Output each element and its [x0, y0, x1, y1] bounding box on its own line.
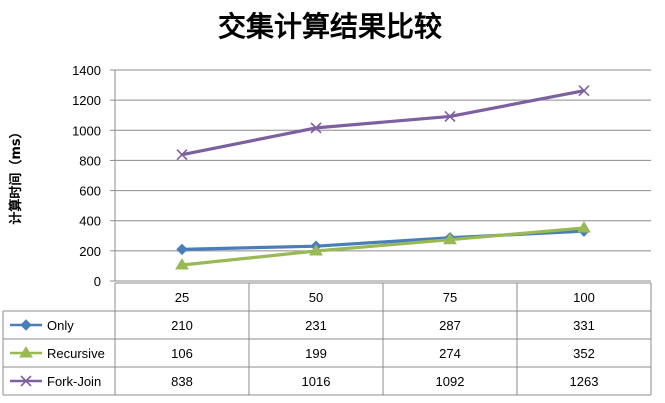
x-tick-label: 75 — [443, 290, 457, 305]
y-tick-label: 600 — [79, 184, 101, 199]
chart-title: 交集计算结果比较 — [218, 10, 442, 43]
series-0 — [176, 225, 590, 256]
legend-label: Fork-Join — [47, 374, 101, 389]
table-cell: 231 — [305, 318, 327, 333]
y-tick-label: 200 — [79, 244, 101, 259]
data-point — [578, 85, 590, 97]
y-tick-label: 1400 — [72, 63, 101, 78]
data-point — [176, 149, 188, 161]
data-point — [444, 110, 456, 122]
series-group — [175, 85, 591, 270]
legend-marker — [20, 319, 32, 331]
y-tick-label: 400 — [79, 214, 101, 229]
y-tick-label: 1000 — [72, 123, 101, 138]
legend-marker — [19, 346, 33, 358]
table-cell: 1263 — [570, 374, 599, 389]
table-cell: 838 — [171, 374, 193, 389]
y-tick-label: 0 — [94, 274, 101, 289]
table-cell: 352 — [573, 346, 595, 361]
data-point — [309, 244, 323, 256]
table-cell: 106 — [171, 346, 193, 361]
data-point — [176, 243, 188, 256]
series-1 — [175, 220, 591, 270]
data-point — [175, 258, 189, 270]
y-tick-label: 1200 — [72, 93, 101, 108]
data-table: 25 50 75 100 Only 210 231 287 331 Recursive 106 199… — [2, 282, 652, 396]
data-point — [577, 220, 591, 233]
series-2 — [176, 85, 590, 161]
grid — [110, 69, 651, 282]
legend-label: Only — [47, 318, 74, 333]
x-tick-label: 100 — [573, 290, 595, 305]
data-point — [443, 232, 457, 245]
table-cell: 331 — [573, 318, 595, 333]
legend-marker — [20, 375, 32, 387]
table-cell: 1016 — [302, 374, 331, 389]
y-axis-label: 计算时间（ms） — [8, 125, 24, 224]
x-tick-label: 25 — [175, 290, 189, 305]
table-cell: 210 — [171, 318, 193, 333]
y-axis-ticks: 0 200 400 600 800 1000 1200 1400 — [72, 63, 101, 289]
table-cell: 199 — [305, 346, 327, 361]
table-cell: 287 — [439, 318, 461, 333]
y-tick-label: 800 — [79, 153, 101, 168]
table-cell: 274 — [439, 346, 461, 361]
data-point — [310, 122, 322, 134]
legend-label: Recursive — [47, 346, 105, 361]
x-tick-label: 50 — [309, 290, 323, 305]
series-line — [181, 89, 585, 157]
table-cell: 1092 — [436, 374, 465, 389]
series-line — [181, 226, 585, 267]
